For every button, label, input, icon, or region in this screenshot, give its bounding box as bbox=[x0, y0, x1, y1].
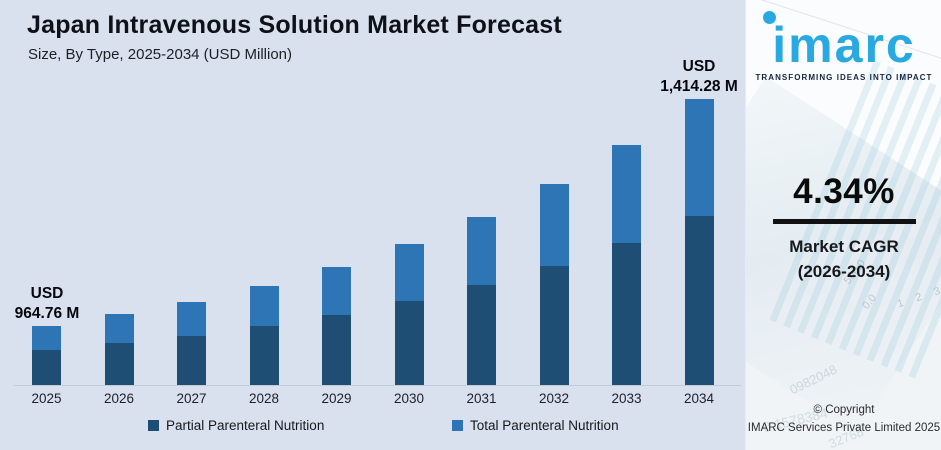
imarc-logo: imarc TRANSFORMING IDEAS INTO IMPACT bbox=[746, 0, 941, 82]
decor-number: 0.0 bbox=[860, 292, 880, 312]
x-label-2029: 2029 bbox=[321, 391, 352, 406]
bar-2027 bbox=[177, 302, 206, 385]
bar-2026 bbox=[104, 314, 134, 385]
chart-subtitle: Size, By Type, 2025-2034 (USD Million) bbox=[28, 46, 293, 63]
copyright-line-2: IMARC Services Private Limited 2025 bbox=[747, 422, 941, 435]
last-bar-value-amount: 1,414.28 M bbox=[660, 78, 738, 96]
bar-2031 bbox=[467, 217, 496, 385]
bar-segment-total-parenteral-2025 bbox=[32, 326, 61, 350]
legend-item-total-parenteral: Total Parenteral Nutrition bbox=[452, 418, 619, 433]
x-label-2034: 2034 bbox=[683, 391, 715, 406]
bar-segment-total-parenteral-2032 bbox=[539, 184, 569, 266]
bar-segment-partial-parenteral-2032 bbox=[539, 266, 569, 385]
bar-segment-total-parenteral-2029 bbox=[322, 267, 351, 315]
bar-segment-partial-parenteral-2026 bbox=[104, 343, 134, 385]
bar-2028 bbox=[249, 286, 279, 385]
legend-marker-total-parenteral-icon bbox=[452, 420, 463, 431]
bar-segment-total-parenteral-2034 bbox=[684, 99, 714, 216]
bar-2029 bbox=[322, 267, 351, 385]
legend-label-total-parenteral: Total Parenteral Nutrition bbox=[470, 418, 619, 433]
legend-marker-partial-parenteral-icon bbox=[148, 420, 159, 431]
last-bar-value-label: USD 1,414.28 M bbox=[634, 57, 764, 98]
first-bar-value-amount: 964.76 M bbox=[14, 305, 80, 323]
copyright-notice: © Copyright IMARC Services Private Limit… bbox=[746, 402, 941, 438]
first-bar-value-currency: USD bbox=[30, 285, 64, 302]
bar-segment-partial-parenteral-2025 bbox=[32, 350, 61, 385]
x-label-2026: 2026 bbox=[103, 391, 135, 406]
bar-segment-total-parenteral-2026 bbox=[104, 314, 134, 343]
x-label-2027: 2027 bbox=[176, 391, 207, 406]
bar-segment-total-parenteral-2030 bbox=[394, 244, 424, 301]
cagr-value: 4.34% bbox=[793, 172, 895, 211]
bar-segment-total-parenteral-2033 bbox=[612, 145, 641, 243]
last-bar-value-currency: USD bbox=[682, 58, 716, 75]
x-axis-line bbox=[14, 385, 741, 386]
chart-panel: Japan Intravenous Solution Market Foreca… bbox=[0, 11, 741, 433]
legend-label-partial-parenteral: Partial Parenteral Nutrition bbox=[166, 418, 325, 433]
bar-segment-partial-parenteral-2034 bbox=[684, 216, 714, 385]
bar-2032 bbox=[539, 184, 569, 385]
decor-number: 0982048 bbox=[787, 361, 840, 398]
cagr-underline bbox=[772, 219, 916, 224]
bar-segment-total-parenteral-2031 bbox=[467, 217, 496, 285]
first-bar-value-label: USD 964.76 M bbox=[0, 284, 112, 325]
bar-2034 bbox=[684, 99, 714, 385]
x-label-2028: 2028 bbox=[248, 391, 280, 406]
imarc-logo-tagline: TRANSFORMING IDEAS INTO IMPACT bbox=[755, 73, 933, 82]
imarc-logo-dot-icon bbox=[763, 11, 776, 24]
page-title: Japan Intravenous Solution Market Foreca… bbox=[27, 11, 562, 39]
bar-2025 bbox=[32, 326, 61, 385]
x-label-2025: 2025 bbox=[31, 391, 62, 406]
bar-segment-partial-parenteral-2033 bbox=[612, 243, 641, 385]
bar-segment-partial-parenteral-2030 bbox=[394, 301, 424, 385]
bar-segment-partial-parenteral-2029 bbox=[322, 315, 351, 385]
brand-panel: 500.0 0.0 1 2 3 4 0982048 0.1578384 3276… bbox=[745, 0, 941, 450]
cagr-label: Market CAGR bbox=[789, 237, 899, 256]
legend-item-partial-parenteral: Partial Parenteral Nutrition bbox=[148, 418, 324, 433]
x-label-2033: 2033 bbox=[611, 391, 642, 406]
bar-segment-partial-parenteral-2028 bbox=[249, 326, 279, 385]
bar-segment-total-parenteral-2027 bbox=[177, 302, 206, 336]
bar-2030 bbox=[394, 244, 424, 385]
market-cagr-block: 4.34% Market CAGR (2026-2034) bbox=[746, 172, 941, 284]
x-label-2031: 2031 bbox=[466, 391, 497, 406]
x-label-2030: 2030 bbox=[393, 391, 425, 406]
bar-segment-partial-parenteral-2031 bbox=[467, 285, 496, 385]
bar-segment-partial-parenteral-2027 bbox=[177, 336, 206, 385]
copyright-line-1: © Copyright bbox=[813, 404, 875, 417]
cagr-period: (2026-2034) bbox=[797, 261, 891, 281]
bar-segment-total-parenteral-2028 bbox=[249, 286, 279, 326]
imarc-logo-text: imarc bbox=[772, 17, 916, 73]
x-label-2032: 2032 bbox=[538, 391, 570, 406]
bar-2033 bbox=[612, 145, 641, 385]
